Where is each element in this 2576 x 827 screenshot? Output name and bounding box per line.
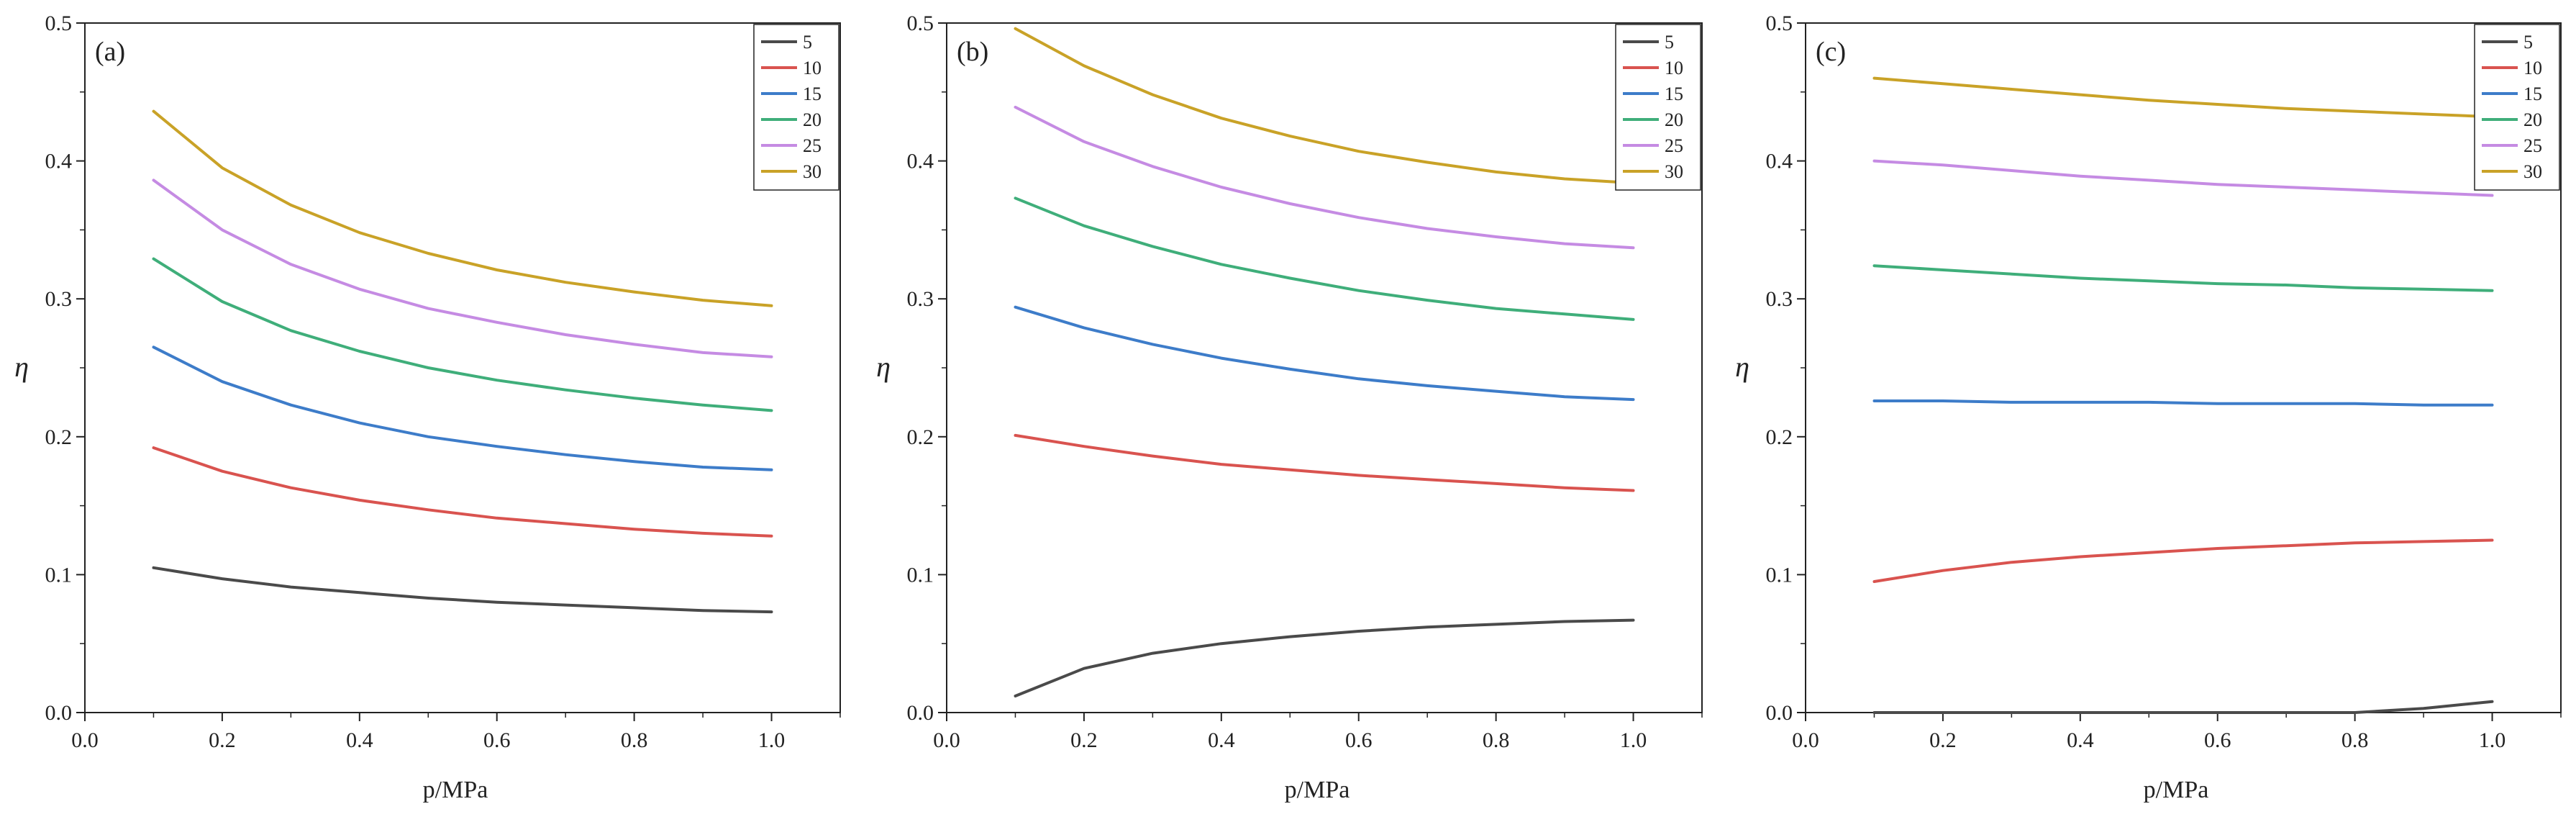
x-tick-label: 0.2 [1929, 728, 1957, 752]
legend-label-25: 25 [2523, 135, 2542, 156]
y-tick-label: 0.2 [1766, 425, 1793, 449]
y-axis-label: η [14, 351, 29, 383]
x-tick-label: 0.0 [933, 728, 960, 752]
y-tick-label: 0.3 [45, 287, 73, 311]
y-tick-label: 0.3 [1766, 287, 1793, 311]
legend: 5 10 15 20 25 30 [1615, 24, 1701, 191]
x-axis-label: p/MPa [2144, 777, 2209, 803]
series-line-25 [1872, 159, 2494, 197]
x-tick-label: 0.2 [209, 728, 236, 752]
legend-label-15: 15 [2523, 83, 2542, 104]
legend-label-30: 30 [803, 161, 822, 182]
legend-label-30: 30 [1665, 161, 1683, 182]
legend: 5 10 15 20 25 30 [2474, 24, 2560, 191]
series-line-15 [1014, 305, 1635, 402]
x-tick-label: 0.4 [346, 728, 373, 752]
x-tick-label: 0.0 [1792, 728, 1819, 752]
y-tick-label: 0.1 [907, 563, 934, 587]
legend-label-10: 10 [1665, 58, 1683, 78]
legend-label-5: 5 [2523, 32, 2533, 53]
x-tick-label: 0.6 [1345, 728, 1373, 752]
legend-label-20: 20 [1665, 109, 1683, 130]
x-tick-label: 0.4 [2067, 728, 2094, 752]
y-tick-label: 0.4 [45, 150, 73, 173]
y-tick-label: 0.5 [907, 12, 934, 35]
legend-box [1615, 24, 1701, 191]
y-tick-label: 0.1 [45, 563, 73, 587]
x-tick-label: 1.0 [758, 728, 786, 752]
x-tick-label: 0.2 [1070, 728, 1098, 752]
y-tick-label: 0.0 [45, 701, 73, 725]
series-line-15 [1872, 399, 2494, 407]
series-line-25 [152, 178, 773, 358]
legend-label-25: 25 [803, 135, 822, 156]
panel-label: (c) [1816, 37, 1846, 67]
legend-label-10: 10 [803, 58, 822, 78]
y-tick-label: 0.4 [1766, 150, 1793, 173]
legend-label-10: 10 [2523, 58, 2542, 78]
series-line-5 [1872, 700, 2494, 714]
legend-label-5: 5 [1665, 32, 1674, 53]
panel-c: 0.0 0.2 0.4 0.6 0.8 1.0 0.0 0.1 0.2 0.3 0.4 0.5 p/MP… [1735, 12, 2562, 803]
legend-box [753, 24, 839, 191]
y-tick-label: 0.5 [1766, 12, 1793, 35]
y-tick-label: 0.2 [45, 425, 73, 449]
x-tick-label: 0.4 [1208, 728, 1235, 752]
x-tick-label: 0.8 [1483, 728, 1510, 752]
y-axis-label: η [1735, 351, 1749, 383]
x-tick-label: 1.0 [2479, 728, 2506, 752]
legend-label-20: 20 [2523, 109, 2542, 130]
y-axis-label: η [876, 351, 891, 383]
series-line-5 [152, 566, 773, 614]
series-line-10 [1014, 433, 1635, 492]
legend-label-15: 15 [1665, 83, 1683, 104]
y-tick-label: 0.1 [1766, 563, 1793, 587]
series-line-30 [152, 109, 773, 307]
series-line-20 [152, 257, 773, 412]
y-tick-label: 0.2 [907, 425, 934, 449]
series-line-20 [1014, 196, 1635, 321]
y-tick-label: 0.0 [1766, 701, 1793, 725]
legend-label-25: 25 [1665, 135, 1683, 156]
x-tick-label: 0.8 [621, 728, 648, 752]
plot-frame [946, 22, 1703, 713]
series-line-30 [1872, 76, 2494, 119]
y-tick-label: 0.0 [907, 701, 934, 725]
panel-a: 0.0 0.2 0.4 0.6 0.8 1.0 0.0 0.1 0.2 0.3 0.4 0.5 p/MP… [14, 12, 841, 803]
plot-frame [84, 22, 841, 713]
panel-label: (a) [95, 37, 125, 67]
legend-label-20: 20 [803, 109, 822, 130]
panel-label: (b) [957, 37, 988, 67]
series-line-10 [152, 446, 773, 538]
series-line-25 [1014, 105, 1635, 250]
y-tick-label: 0.4 [907, 150, 934, 173]
plot-frame [1805, 22, 2562, 713]
series-line-15 [152, 345, 773, 471]
legend-box [2474, 24, 2560, 191]
x-axis-label: p/MPa [1285, 777, 1350, 803]
x-tick-label: 0.8 [2341, 728, 2369, 752]
legend-label-30: 30 [2523, 161, 2542, 182]
y-tick-label: 0.3 [907, 287, 934, 311]
x-tick-label: 0.6 [2204, 728, 2231, 752]
series-line-10 [1872, 538, 2494, 583]
series-line-5 [1014, 618, 1635, 697]
legend: 5 10 15 20 25 30 [753, 24, 839, 191]
series-line-30 [1014, 27, 1635, 185]
series-line-20 [1872, 264, 2494, 292]
y-tick-label: 0.5 [45, 12, 73, 35]
legend-label-15: 15 [803, 83, 822, 104]
x-axis-label: p/MPa [423, 777, 488, 803]
panel-b: 0.0 0.2 0.4 0.6 0.8 1.0 0.0 0.1 0.2 0.3 0.4 0.5 p/MP… [876, 12, 1703, 803]
x-tick-label: 0.0 [71, 728, 99, 752]
legend-label-5: 5 [803, 32, 812, 53]
x-tick-label: 1.0 [1620, 728, 1647, 752]
x-tick-label: 0.6 [483, 728, 511, 752]
